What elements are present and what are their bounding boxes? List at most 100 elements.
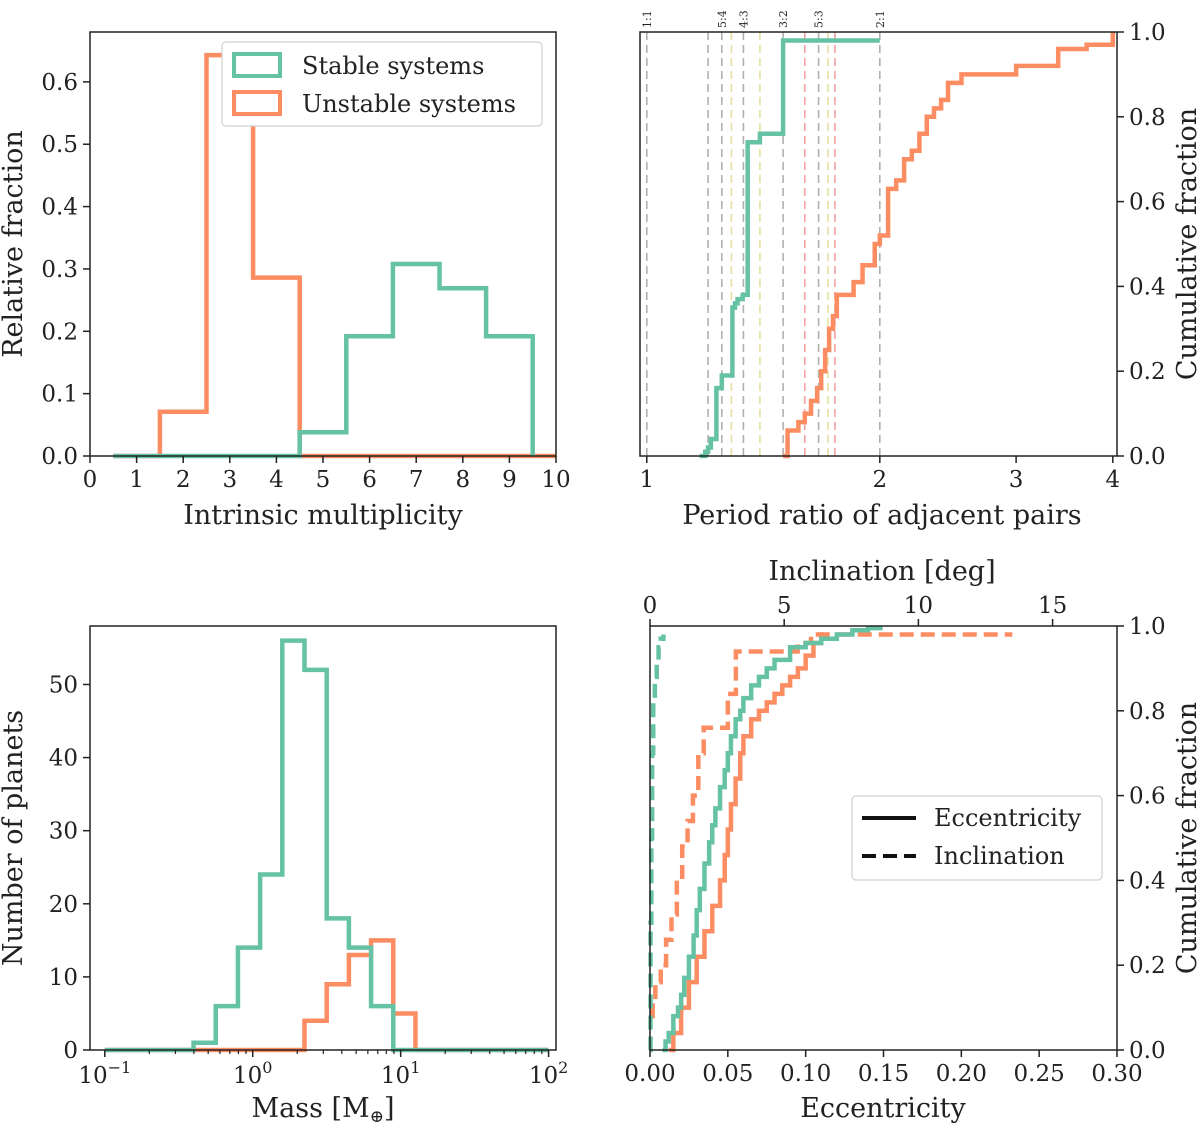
panel-period-ratio-cdf: 1:1 5:4 4:3 3:2 5:3 2:1 1 2 3 4 0.0 0.2 0.4 0.6 0.8 1.… bbox=[639, 10, 1200, 531]
x-tick-label: 2 bbox=[872, 467, 887, 493]
y-tick-label: 0.2 bbox=[1129, 953, 1166, 979]
x-tick-label: 9 bbox=[502, 467, 517, 493]
legend-label-stable: Stable systems bbox=[302, 52, 484, 80]
resonance-label: 5:3 bbox=[813, 10, 826, 28]
y-tick-label: 0.3 bbox=[41, 257, 78, 283]
x-tick-label: 0.15 bbox=[858, 1061, 909, 1087]
series-stable-cdf bbox=[699, 38, 880, 459]
legend-label-inclination: Inclination bbox=[934, 842, 1065, 870]
legend-label-unstable: Unstable systems bbox=[302, 90, 516, 118]
y-tick-label: 30 bbox=[49, 819, 78, 845]
panel-multiplicity-histogram: 0 1 2 3 4 5 6 7 8 9 10 0.0 0.1 0.2 0.3 0.4 0.5 0.6 Intrin… bbox=[0, 31, 571, 531]
x-tick-exponent: −1 bbox=[108, 1058, 132, 1077]
x-tick-label: 0 bbox=[83, 467, 98, 493]
x-tick-base: 10 bbox=[78, 1063, 107, 1089]
y-tick-label: 0.4 bbox=[1129, 274, 1166, 300]
y-tick-label: 0.4 bbox=[41, 195, 78, 221]
x-axis-title-subscript: ⊕ bbox=[370, 1107, 384, 1124]
resonance-label: 4:3 bbox=[737, 10, 750, 28]
x-tick-exponent: 0 bbox=[262, 1058, 272, 1077]
x-tick-label: 10 bbox=[541, 467, 570, 493]
x-axis-title-main: Mass [M bbox=[251, 1093, 369, 1124]
y-axis-title: Number of planets bbox=[0, 710, 29, 966]
y-tick-label: 0.8 bbox=[1129, 105, 1166, 131]
y-tick-label: 0.1 bbox=[41, 382, 78, 408]
y-axis-title: Cumulative fraction bbox=[1172, 702, 1200, 974]
series-stable-histogram bbox=[113, 261, 535, 459]
plot-frame bbox=[639, 31, 1118, 457]
y-tick-label: 50 bbox=[49, 672, 78, 698]
series-stable-eccentricity bbox=[662, 625, 883, 1053]
x-tick-label: 4 bbox=[1106, 467, 1121, 493]
y-tick-label: 0.5 bbox=[41, 132, 78, 158]
x-tick-label: 1 bbox=[129, 467, 144, 493]
x-tick-base: 10 bbox=[233, 1063, 262, 1089]
x-axis-title-end: ] bbox=[384, 1093, 395, 1124]
y-tick-label: 1.0 bbox=[1129, 614, 1166, 640]
y-tick-label: 0.6 bbox=[41, 70, 78, 96]
y-tick-label: 0.0 bbox=[1129, 1038, 1166, 1064]
x-tick-label: 8 bbox=[455, 467, 470, 493]
x-tick-exponent: 2 bbox=[558, 1058, 568, 1077]
x-axis-title: Eccentricity bbox=[800, 1093, 966, 1124]
legend-swatch-unstable bbox=[232, 90, 282, 116]
y-axis-title: Cumulative fraction bbox=[1172, 108, 1200, 380]
panel-ecc-inc-cdf: 0.00 0.05 0.10 0.15 0.20 0.25 0.30 0 5 10 15 0.0 0.2… bbox=[624, 556, 1200, 1124]
y-tick-label: 0.6 bbox=[1129, 784, 1166, 810]
resonance-label: 2:1 bbox=[874, 10, 887, 28]
plot-frame bbox=[89, 625, 557, 1051]
top-x-tick-label: 5 bbox=[777, 593, 792, 619]
x-tick-label: 0.10 bbox=[780, 1061, 831, 1087]
x-tick-label: 100 bbox=[233, 1058, 272, 1089]
x-tick-label: 102 bbox=[529, 1058, 568, 1089]
top-axis-title: Inclination [deg] bbox=[768, 556, 995, 587]
top-x-tick-label: 0 bbox=[643, 593, 658, 619]
series-unstable-eccentricity bbox=[668, 632, 825, 1053]
y-tick-label: 1.0 bbox=[1129, 20, 1166, 46]
legend-swatch-stable bbox=[232, 52, 282, 78]
x-tick-label: 5 bbox=[316, 467, 331, 493]
x-tick-label: 10−1 bbox=[78, 1058, 131, 1089]
x-tick-base: 10 bbox=[381, 1063, 410, 1089]
x-tick-exponent: 1 bbox=[410, 1058, 420, 1077]
y-tick-label: 0.8 bbox=[1129, 699, 1166, 725]
y-tick-label: 0.0 bbox=[1129, 444, 1166, 470]
x-tick-label: 3 bbox=[222, 467, 237, 493]
x-tick-label: 0.30 bbox=[1091, 1061, 1142, 1087]
x-axis-title: Mass [M⊕] bbox=[251, 1093, 394, 1124]
x-tick-label: 0.20 bbox=[936, 1061, 987, 1087]
y-tick-label: 20 bbox=[49, 892, 78, 918]
legend: Stable systems Unstable systems bbox=[221, 41, 543, 127]
resonance-label: 5:4 bbox=[716, 10, 729, 28]
x-tick-base: 10 bbox=[529, 1063, 558, 1089]
top-x-tick-label: 10 bbox=[904, 593, 933, 619]
series-unstable-cdf bbox=[783, 32, 1116, 459]
legend: Eccentricity Inclination bbox=[851, 795, 1103, 881]
y-tick-label: 40 bbox=[49, 746, 78, 772]
series-stable-inclination bbox=[648, 634, 666, 1053]
series-unstable-histogram bbox=[104, 938, 549, 1053]
x-tick-label: 2 bbox=[176, 467, 191, 493]
x-tick-label: 0.00 bbox=[624, 1061, 675, 1087]
x-tick-label: 101 bbox=[381, 1058, 420, 1089]
y-tick-label: 10 bbox=[49, 965, 78, 991]
y-axis-title: Relative fraction bbox=[0, 130, 29, 358]
x-tick-label: 1 bbox=[639, 467, 654, 493]
resonance-label: 1:1 bbox=[641, 10, 654, 28]
x-axis-title: Intrinsic multiplicity bbox=[183, 500, 463, 531]
x-tick-label: 0.25 bbox=[1014, 1061, 1065, 1087]
y-tick-label: 0.2 bbox=[1129, 359, 1166, 385]
resonance-label: 3:2 bbox=[777, 10, 790, 28]
x-axis-title: Period ratio of adjacent pairs bbox=[682, 500, 1081, 531]
x-tick-label: 4 bbox=[269, 467, 284, 493]
y-tick-label: 0.2 bbox=[41, 319, 78, 345]
x-tick-label: 7 bbox=[409, 467, 424, 493]
top-x-tick-label: 15 bbox=[1038, 593, 1067, 619]
x-tick-label: 3 bbox=[1009, 467, 1024, 493]
y-tick-label: 0 bbox=[63, 1038, 78, 1064]
x-tick-label: 6 bbox=[362, 467, 377, 493]
legend-label-eccentricity: Eccentricity bbox=[934, 804, 1082, 832]
x-tick-label: 0.05 bbox=[702, 1061, 753, 1087]
